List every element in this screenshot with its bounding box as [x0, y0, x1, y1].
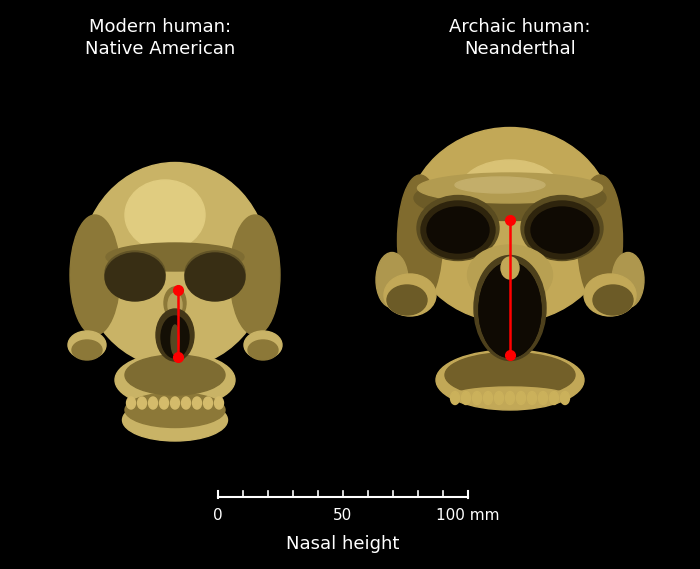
Ellipse shape [105, 251, 165, 295]
Ellipse shape [414, 175, 606, 221]
Ellipse shape [550, 391, 559, 405]
Ellipse shape [185, 253, 245, 301]
Ellipse shape [584, 274, 636, 316]
Ellipse shape [376, 253, 408, 307]
Ellipse shape [445, 353, 575, 398]
Ellipse shape [168, 293, 182, 317]
Ellipse shape [72, 340, 102, 360]
Ellipse shape [525, 201, 599, 259]
Ellipse shape [185, 251, 245, 295]
Ellipse shape [81, 163, 269, 368]
Ellipse shape [484, 391, 493, 405]
Ellipse shape [460, 160, 560, 220]
Ellipse shape [148, 397, 158, 409]
Text: 100 mm: 100 mm [436, 508, 500, 523]
Ellipse shape [479, 262, 541, 357]
Ellipse shape [406, 127, 614, 323]
Ellipse shape [417, 196, 499, 261]
Text: 0: 0 [214, 508, 223, 523]
Ellipse shape [193, 397, 202, 409]
Ellipse shape [137, 397, 146, 409]
Ellipse shape [384, 274, 436, 316]
Ellipse shape [528, 391, 536, 405]
Ellipse shape [521, 196, 603, 261]
Ellipse shape [421, 201, 495, 259]
Ellipse shape [455, 177, 545, 193]
Ellipse shape [468, 245, 552, 305]
Ellipse shape [171, 325, 179, 355]
Ellipse shape [115, 353, 235, 407]
Ellipse shape [417, 173, 603, 203]
Ellipse shape [561, 391, 570, 405]
Text: Archaic human:: Archaic human: [449, 18, 591, 36]
Ellipse shape [538, 391, 547, 405]
Ellipse shape [593, 285, 633, 315]
Ellipse shape [427, 207, 489, 253]
Text: Neanderthal: Neanderthal [464, 40, 576, 58]
Ellipse shape [531, 207, 593, 253]
Ellipse shape [230, 215, 280, 335]
Ellipse shape [160, 397, 169, 409]
Ellipse shape [125, 355, 225, 395]
Ellipse shape [387, 285, 427, 315]
Ellipse shape [461, 391, 470, 405]
Ellipse shape [248, 340, 278, 360]
Ellipse shape [479, 262, 541, 357]
Ellipse shape [452, 387, 568, 405]
Ellipse shape [189, 255, 241, 295]
Ellipse shape [171, 397, 179, 409]
Text: Nasal height: Nasal height [286, 535, 400, 553]
Ellipse shape [68, 331, 106, 359]
Ellipse shape [501, 257, 519, 279]
Ellipse shape [473, 391, 482, 405]
Ellipse shape [122, 399, 228, 441]
Ellipse shape [451, 391, 459, 405]
Ellipse shape [494, 391, 503, 405]
Text: Native American: Native American [85, 40, 235, 58]
Ellipse shape [398, 175, 442, 305]
Ellipse shape [578, 175, 622, 305]
Ellipse shape [164, 287, 186, 319]
Ellipse shape [127, 397, 136, 409]
Ellipse shape [204, 397, 213, 409]
Ellipse shape [161, 316, 189, 358]
Ellipse shape [181, 397, 190, 409]
Ellipse shape [436, 350, 584, 410]
Ellipse shape [106, 243, 244, 271]
Ellipse shape [474, 255, 546, 361]
Ellipse shape [156, 309, 194, 361]
Ellipse shape [505, 391, 514, 405]
Ellipse shape [612, 253, 644, 307]
Ellipse shape [125, 180, 205, 250]
Ellipse shape [105, 253, 165, 301]
Ellipse shape [70, 215, 120, 335]
Ellipse shape [517, 391, 526, 405]
Ellipse shape [125, 393, 225, 427]
Ellipse shape [244, 331, 282, 359]
Ellipse shape [214, 397, 223, 409]
Text: Modern human:: Modern human: [89, 18, 231, 36]
Ellipse shape [109, 255, 161, 295]
Text: 50: 50 [333, 508, 353, 523]
